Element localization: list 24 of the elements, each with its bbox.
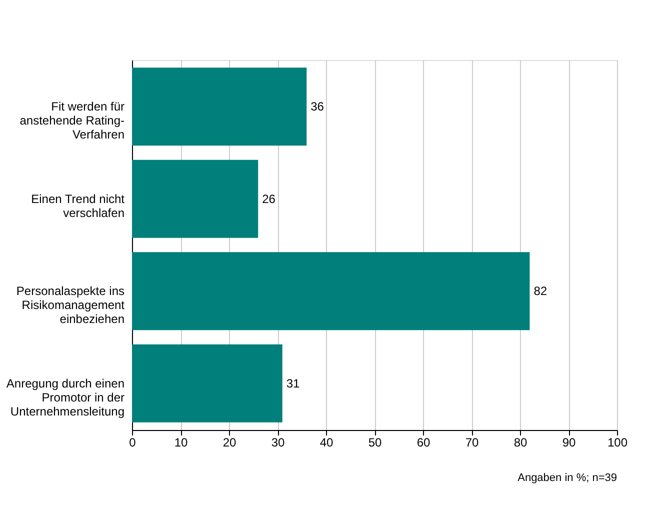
x-tick-label: 70 bbox=[465, 436, 479, 450]
x-tick-label: 90 bbox=[562, 436, 576, 450]
y-tick-label: Fit werden für anstehende Rating-Verfahren bbox=[20, 100, 125, 142]
x-tick-label: 60 bbox=[416, 436, 430, 450]
bar bbox=[132, 252, 530, 330]
data-label: 36 bbox=[310, 100, 324, 114]
bar bbox=[132, 68, 307, 146]
x-tick-label: 50 bbox=[368, 436, 382, 450]
data-label: 82 bbox=[534, 284, 548, 298]
data-label: 26 bbox=[262, 192, 276, 206]
x-tick-label: 80 bbox=[514, 436, 528, 450]
x-tick-label: 10 bbox=[174, 436, 188, 450]
bar bbox=[132, 160, 258, 238]
y-tick-label: Personalaspekte ins Risikomanagement einbeziehen bbox=[16, 284, 126, 326]
x-tick-label: 30 bbox=[271, 436, 285, 450]
bar bbox=[132, 344, 282, 422]
y-tick-label: Anregung durch einen Promotor in der Unternehmensleitung bbox=[6, 376, 124, 418]
x-tick-label: 100 bbox=[607, 436, 628, 450]
x-tick-label: 40 bbox=[320, 436, 334, 450]
data-label: 31 bbox=[286, 376, 300, 390]
text: Angaben in %; n=39 bbox=[518, 472, 617, 484]
x-tick-label: 20 bbox=[222, 436, 236, 450]
y-tick-label: Einen Trend nicht verschlafen bbox=[31, 192, 126, 220]
x-tick-label: 0 bbox=[129, 436, 136, 450]
